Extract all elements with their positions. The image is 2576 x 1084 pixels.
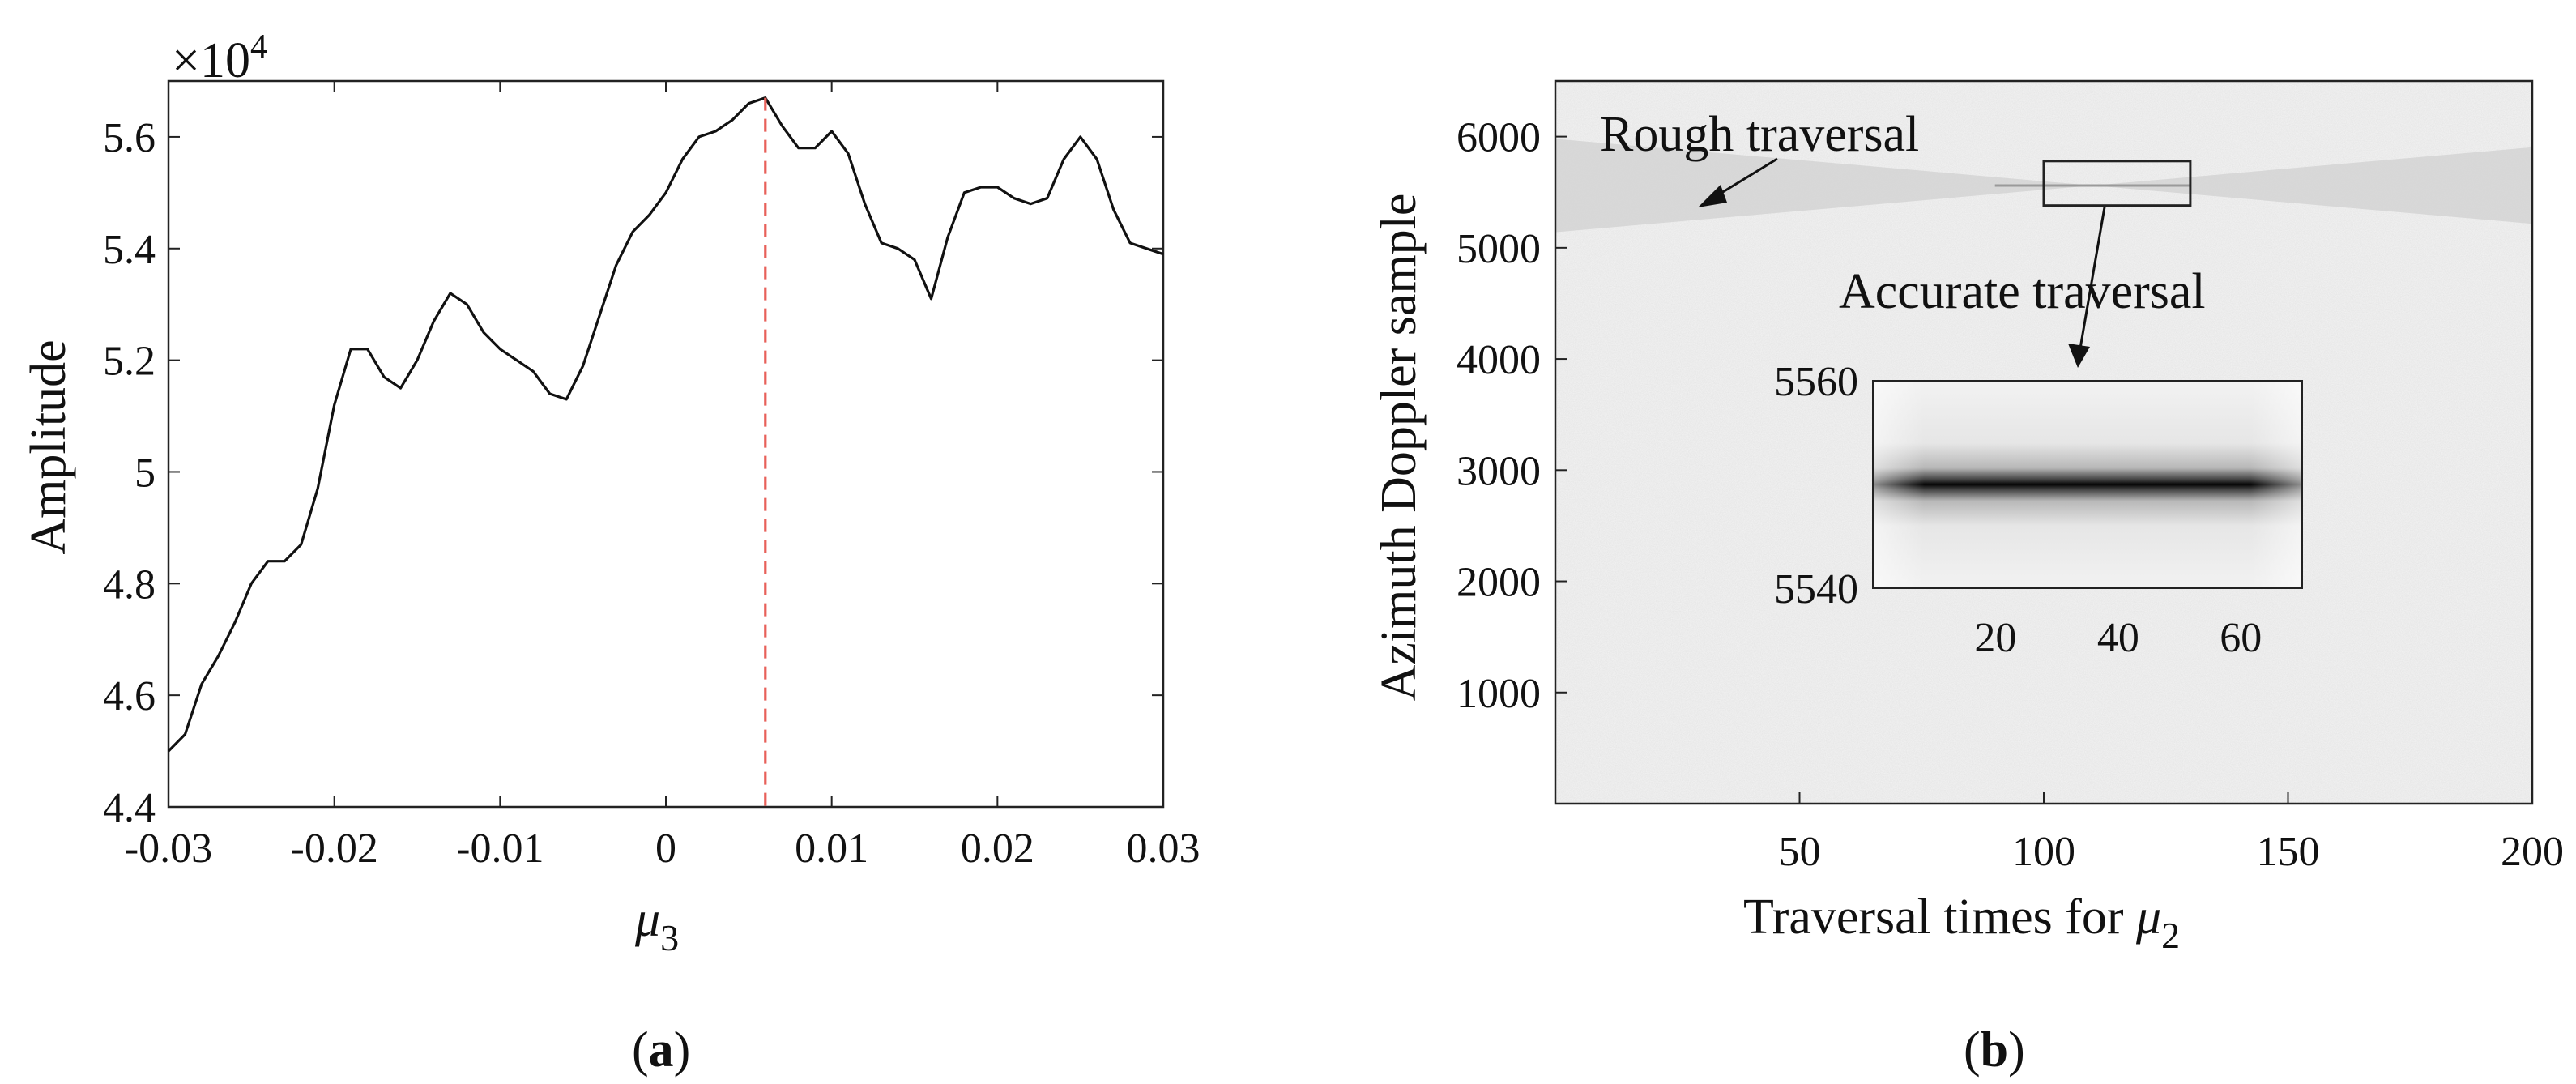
panel-a-xtick-label: 0.01	[795, 826, 868, 872]
panel-b-ytick-label: 2000	[1456, 560, 1541, 606]
panel-a-caption: (a)	[632, 1022, 690, 1078]
panel-b-xtick-label: 200	[2501, 829, 2564, 875]
accurate-arrow-head	[2068, 344, 2090, 368]
panel-a-exponent: ×104	[172, 28, 267, 88]
panel-a-series	[167, 96, 1164, 807]
panel-a-ylabel: Amplitude	[21, 339, 76, 554]
panel-b: 50 100 150 200 1000 2000 3000 4000 5000 6000 20 4…	[1371, 79, 2565, 1078]
panel-b-xlabel: Traversal times for μ2	[1743, 890, 2180, 956]
panel-b-ytick-label: 3000	[1456, 448, 1541, 494]
inset-xtick-label: 20	[1974, 615, 2016, 661]
panel-a-ytick-label: 5.2	[103, 339, 156, 385]
panel-a-ytick-labels: 4.4 4.6 4.8 5 5.2 5.4 5.6	[103, 115, 156, 831]
accurate-traversal-box	[2042, 160, 2192, 207]
inset-frame	[1872, 380, 2303, 589]
panel-b-ytick-label: 1000	[1456, 671, 1541, 717]
panel-b-ytick-labels: 1000 2000 3000 4000 5000 6000	[1456, 115, 1541, 717]
accurate-arrow-line	[2079, 207, 2106, 349]
panel-b-xtick-label: 150	[2257, 829, 2320, 875]
panel-a-xtick-labels: -0.03 -0.02 -0.01 0 0.01 0.02 0.03	[125, 826, 1201, 872]
amplitude-line	[167, 96, 1164, 753]
annotation-accurate-traversal: Accurate traversal	[1839, 264, 2206, 319]
panel-a-xtick-label: -0.03	[125, 826, 212, 872]
panel-a-axes	[167, 79, 1165, 809]
panel-a-ytick-label: 5	[134, 450, 156, 496]
panel-a-xtick-label: -0.02	[291, 826, 378, 872]
inset-xtick-label: 40	[2097, 615, 2139, 661]
inset-ytick-label: 5560	[1774, 359, 1858, 405]
panel-a-xtick-label: 0.02	[961, 826, 1034, 872]
panel-b-ylabel: Azimuth Doppler sample	[1371, 194, 1427, 702]
inset-fade	[1873, 381, 2302, 588]
panel-a-ytick-label: 5.4	[103, 227, 156, 273]
panel-a-ytick-label: 5.6	[103, 115, 156, 161]
inset-ytick-label: 5540	[1774, 566, 1858, 612]
panel-a-ytick-label: 4.6	[103, 673, 156, 719]
panel-a-ytick-label: 4.4	[103, 785, 156, 831]
panel-a-xtick-label: 0.03	[1127, 826, 1201, 872]
rough-arrow-head	[1698, 185, 1727, 207]
panel-b-xtick-label: 100	[2012, 829, 2075, 875]
panel-b-ytick-label: 4000	[1456, 337, 1541, 383]
panel-a: -0.03 -0.02 -0.01 0 0.01 0.02 0.03 4.4 4.6 4.8 5 5…	[21, 28, 1201, 1078]
annotation-rough-traversal: Rough traversal	[1600, 107, 1919, 162]
panel-b-xtick-labels: 50 100 150 200	[1779, 829, 2565, 875]
panel-a-ytick-label: 4.8	[103, 561, 156, 608]
panel-b-ytick-label: 6000	[1456, 115, 1541, 161]
panel-b-ytick-label: 5000	[1456, 226, 1541, 272]
inset-xtick-label: 60	[2220, 615, 2262, 661]
panel-b-annotations	[1698, 157, 2106, 368]
panel-a-xtick-label: -0.01	[456, 826, 544, 872]
panel-a-xlabel: μ3	[634, 892, 679, 958]
panel-b-xtick-label: 50	[1779, 829, 1821, 875]
panel-b-caption: (b)	[1964, 1022, 2025, 1078]
panel-a-xtick-label: 0	[655, 826, 676, 872]
panel-b-inset: 20 40 60 5540 5560	[1774, 359, 2303, 661]
